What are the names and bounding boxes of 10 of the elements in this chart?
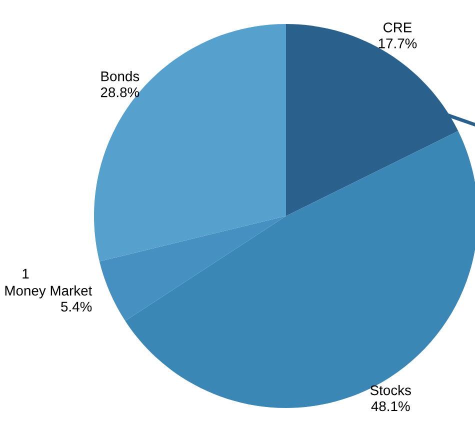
- data-label: 5.4%: [61, 302, 92, 312]
- pie-slice: [94, 24, 286, 262]
- slice-label: Money Market: [5, 285, 92, 298]
- slice-label: Stocks: [370, 385, 411, 396]
- slice-label: CRE: [384, 22, 412, 32]
- slice-label: Bonds: [101, 71, 140, 82]
- data-label: 28.8%: [100, 87, 140, 98]
- data-label: 17.7%: [378, 38, 417, 48]
- text: 1: [22, 268, 29, 278]
- data-label: 48.1%: [371, 401, 410, 412]
